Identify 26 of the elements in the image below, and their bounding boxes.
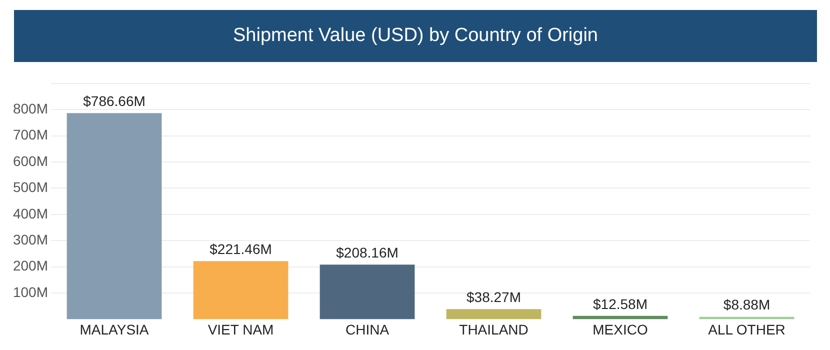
data-label: $208.16M	[336, 244, 398, 261]
y-tick-label: 600M	[12, 152, 48, 169]
y-tick-label: 500M	[12, 179, 48, 196]
chart-title: Shipment Value (USD) by Country of Origin	[14, 10, 817, 62]
data-label: $38.27M	[466, 289, 521, 306]
bar	[193, 261, 288, 320]
y-tick-label: 700M	[12, 126, 48, 143]
y-tick-label: 200M	[12, 258, 48, 274]
y-tick-label: 100M	[12, 284, 48, 300]
x-tick-label: THAILAND	[459, 321, 528, 338]
x-tick-label: VIET NAM	[208, 321, 274, 338]
x-tick-label: MALAYSIA	[80, 321, 150, 338]
y-tick-label: 300M	[12, 231, 48, 248]
x-tick-label: ALL OTHER	[708, 321, 786, 338]
bar	[446, 309, 542, 320]
y-tick-label: 800M	[12, 100, 48, 116]
x-tick-label: CHINA	[345, 321, 390, 338]
data-label: $12.58M	[593, 296, 648, 312]
bar	[320, 264, 415, 320]
data-label: $786.66M	[83, 92, 146, 109]
y-tick-label: 400M	[12, 205, 48, 222]
data-label: $221.46M	[210, 241, 272, 258]
bar	[572, 316, 668, 320]
x-tick-label: MEXICO	[592, 321, 648, 338]
bar	[66, 113, 162, 320]
data-label: $8.88M	[723, 296, 770, 313]
